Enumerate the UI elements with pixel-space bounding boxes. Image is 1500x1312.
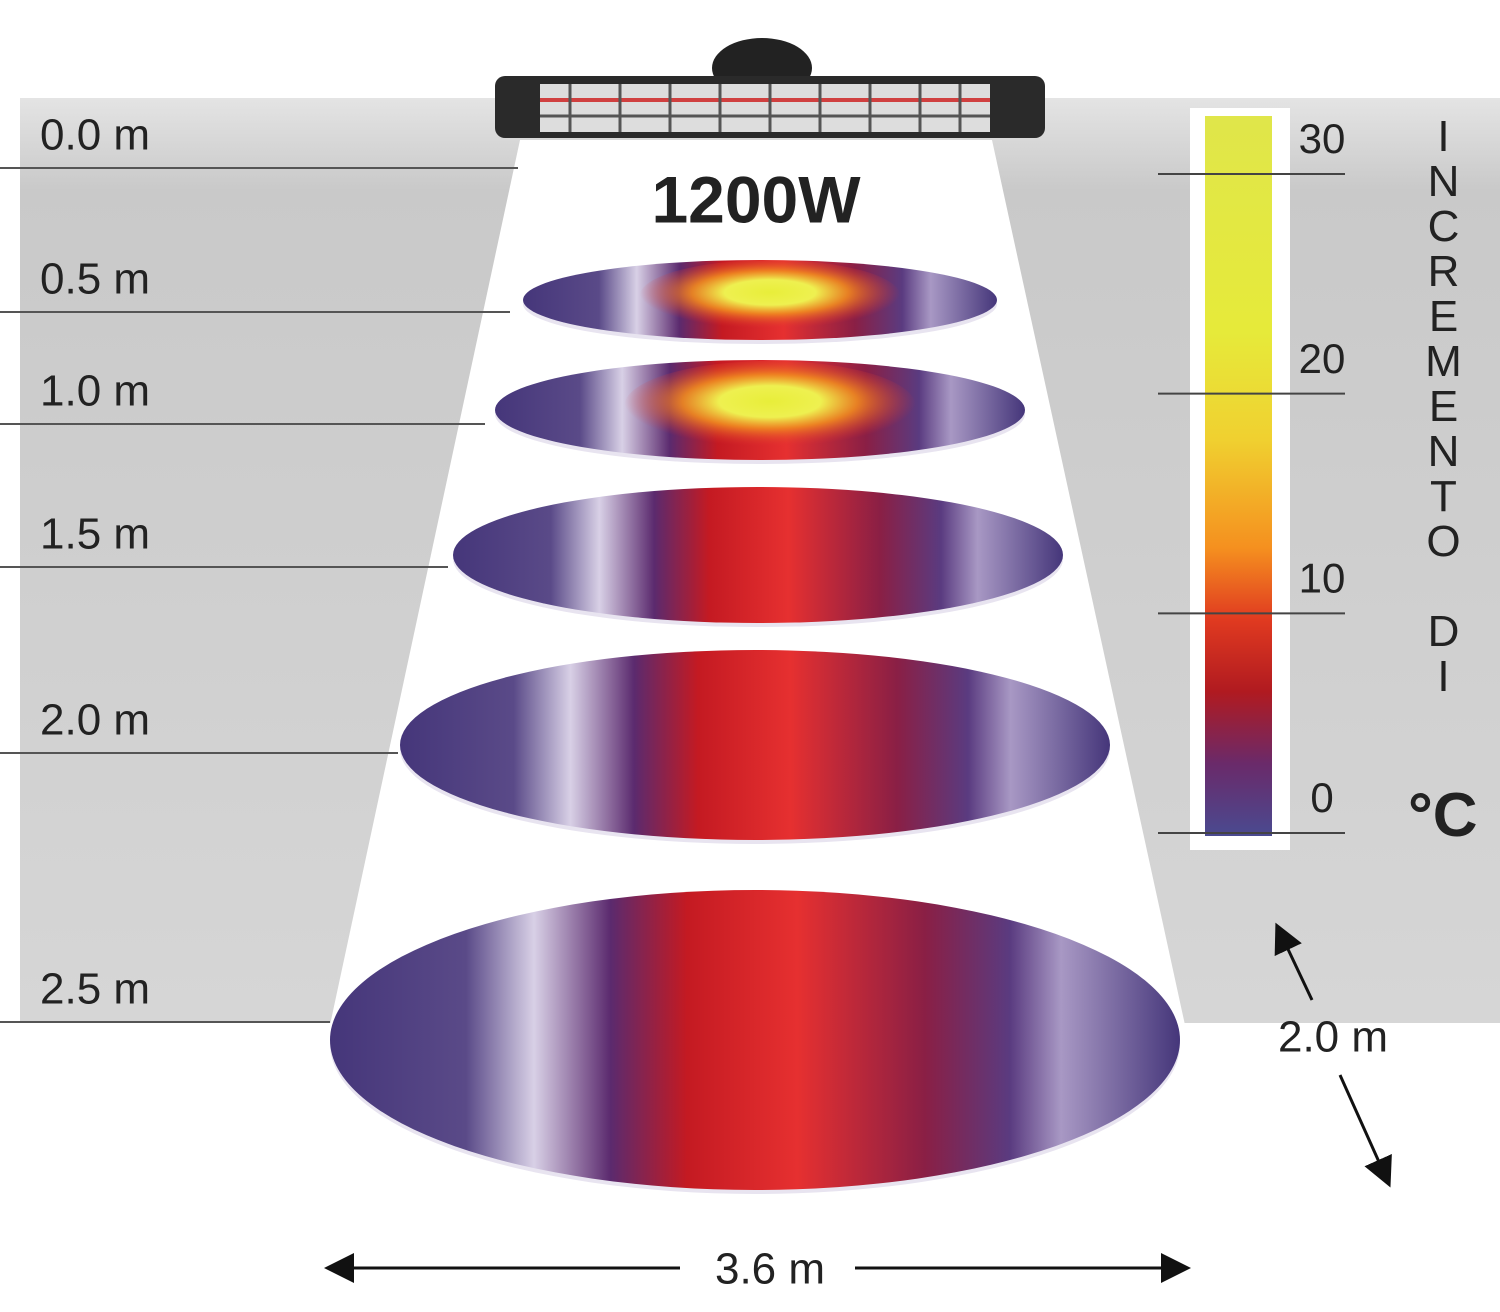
disc-hot xyxy=(624,361,916,451)
disc xyxy=(453,487,1063,623)
scale-tick-label: 0 xyxy=(1310,774,1333,821)
disc xyxy=(330,890,1180,1190)
scale-tick-label: 30 xyxy=(1299,115,1346,162)
height-label: 1.5 m xyxy=(40,510,150,559)
disc-hot xyxy=(639,260,901,332)
height-label: 2.0 m xyxy=(40,696,150,745)
scale-title: INCREMENTO DI xyxy=(1419,112,1468,697)
heater xyxy=(495,38,1045,138)
color-bar xyxy=(1205,116,1272,836)
dimension-arrows xyxy=(324,922,1392,1283)
height-label: 1.0 m xyxy=(40,367,150,416)
scale-tick-label: 20 xyxy=(1299,335,1346,382)
height-label: 0.5 m xyxy=(40,255,150,304)
height-label: 0.0 m xyxy=(40,111,150,160)
heat-discs xyxy=(330,260,1180,1194)
power-label: 1200W xyxy=(651,162,861,236)
disc xyxy=(400,650,1110,840)
height-label: 2.5 m xyxy=(40,965,150,1014)
scale-tick-label: 10 xyxy=(1299,554,1346,601)
depth-label: 2.0 m xyxy=(1278,1013,1388,1062)
scale-unit: °C xyxy=(1408,781,1478,850)
width-label: 3.6 m xyxy=(715,1245,825,1294)
